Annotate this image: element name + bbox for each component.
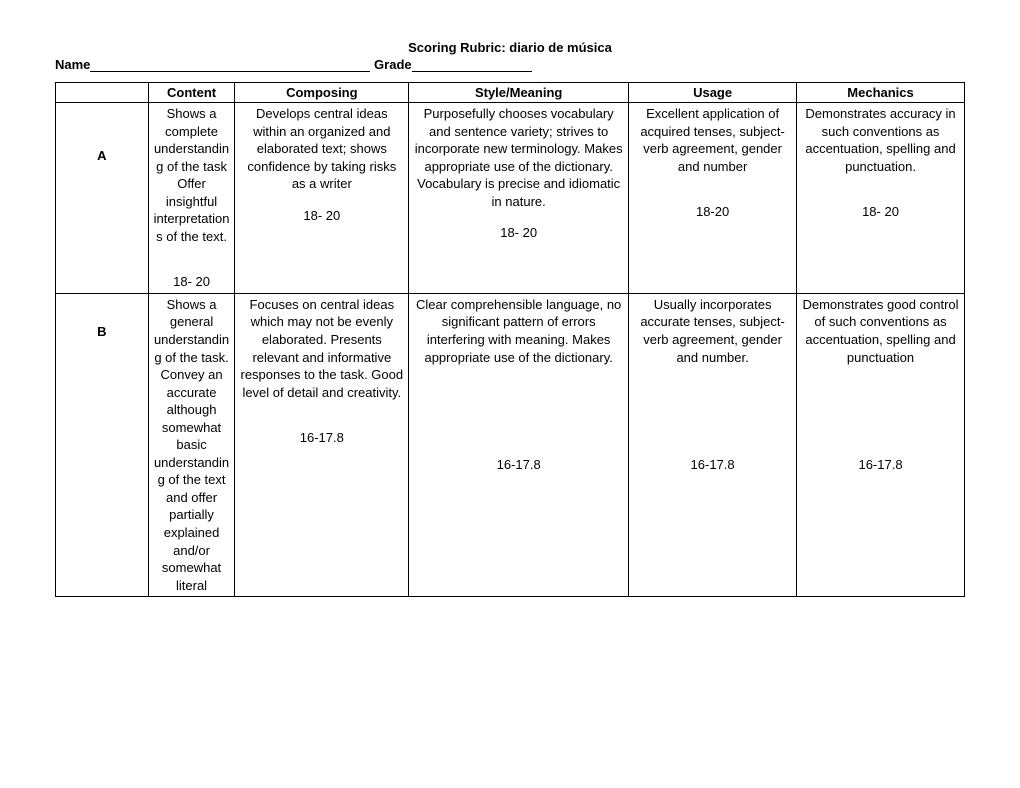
cell-B-mechanics: Demonstrates good control of such conven… <box>797 293 965 596</box>
cell-A-composing: Develops central ideas within an organiz… <box>235 103 409 294</box>
cell-score: 16-17.8 <box>413 456 624 474</box>
cell-score: 16-17.8 <box>633 456 792 474</box>
header-style: Style/Meaning <box>409 83 629 103</box>
cell-score: 18- 20 <box>801 203 960 221</box>
header-blank <box>56 83 149 103</box>
table-header-row: Content Composing Style/Meaning Usage Me… <box>56 83 965 103</box>
table-row: A Shows a complete understanding of the … <box>56 103 965 294</box>
grade-label: Grade <box>374 57 412 72</box>
header-usage: Usage <box>629 83 797 103</box>
cell-score: 18- 20 <box>413 224 624 242</box>
cell-text: Shows a complete understanding of the ta… <box>153 105 231 245</box>
cell-A-usage: Excellent application of acquired tenses… <box>629 103 797 294</box>
cell-text: Demonstrates accuracy in such convention… <box>801 105 960 175</box>
grade-B: B <box>56 293 149 596</box>
cell-score: 16-17.8 <box>801 456 960 474</box>
cell-A-style: Purposefully chooses vocabulary and sent… <box>409 103 629 294</box>
cell-text: Shows a general understanding of the tas… <box>153 296 231 594</box>
cell-A-mechanics: Demonstrates accuracy in such convention… <box>797 103 965 294</box>
cell-B-style: Clear comprehensible language, no signif… <box>409 293 629 596</box>
name-label: Name <box>55 57 90 72</box>
cell-score: 18- 20 <box>239 207 404 225</box>
cell-B-composing: Focuses on central ideas which may not b… <box>235 293 409 596</box>
rubric-table: Content Composing Style/Meaning Usage Me… <box>55 82 965 597</box>
header-content: Content <box>148 83 235 103</box>
cell-score: 16-17.8 <box>239 429 404 447</box>
cell-text: Develops central ideas within an organiz… <box>239 105 404 193</box>
cell-text: Excellent application of acquired tenses… <box>633 105 792 175</box>
cell-text: Demonstrates good control of such conven… <box>801 296 960 366</box>
cell-text: Focuses on central ideas which may not b… <box>239 296 404 401</box>
cell-text: Clear comprehensible language, no signif… <box>413 296 624 366</box>
cell-A-content: Shows a complete understanding of the ta… <box>148 103 235 294</box>
name-grade-line: Name Grade <box>55 57 965 72</box>
cell-B-content: Shows a general understanding of the tas… <box>148 293 235 596</box>
page-title: Scoring Rubric: diario de música <box>55 40 965 55</box>
cell-score: 18- 20 <box>153 273 231 291</box>
cell-score: 18-20 <box>633 203 792 221</box>
cell-text: Usually incorporates accurate tenses, su… <box>633 296 792 366</box>
table-row: B Shows a general understanding of the t… <box>56 293 965 596</box>
header-composing: Composing <box>235 83 409 103</box>
cell-B-usage: Usually incorporates accurate tenses, su… <box>629 293 797 596</box>
cell-text: Purposefully chooses vocabulary and sent… <box>413 105 624 210</box>
grade-A: A <box>56 103 149 294</box>
header-mechanics: Mechanics <box>797 83 965 103</box>
